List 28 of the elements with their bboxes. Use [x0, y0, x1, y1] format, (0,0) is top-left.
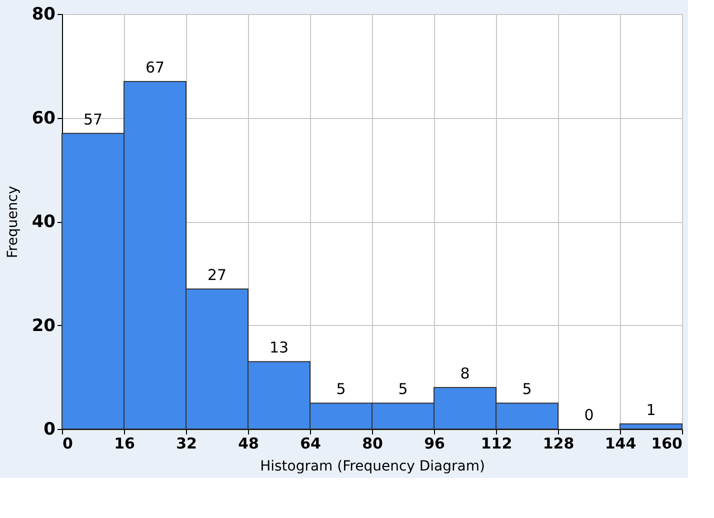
- data-label: 27: [207, 266, 227, 284]
- data-label: 1: [646, 400, 656, 419]
- y-tick-label: 0: [44, 420, 56, 440]
- x-axis-title: Histogram (Frequency Diagram): [260, 458, 485, 474]
- y-tick-label: 40: [32, 212, 56, 232]
- data-label: 5: [336, 380, 346, 398]
- data-label: 57: [83, 110, 103, 128]
- x-tick-label: 48: [238, 434, 259, 452]
- y-tick-label: 20: [32, 316, 56, 336]
- x-tick-label: 96: [424, 434, 445, 452]
- x-tick-label: 80: [362, 434, 383, 452]
- y-tick-label: 60: [32, 108, 56, 128]
- y-axis-title: Frequency: [4, 186, 21, 258]
- data-label: 8: [460, 364, 470, 382]
- data-label: 0: [584, 406, 594, 424]
- x-tick-label: 16: [114, 434, 135, 452]
- y-tick-label: 80: [32, 4, 56, 24]
- x-tick-label: 64: [300, 434, 321, 452]
- data-label: 5: [398, 380, 408, 398]
- x-tick-label: 32: [176, 434, 197, 452]
- data-label: 5: [522, 380, 532, 398]
- x-tick-label: 0: [62, 434, 73, 452]
- x-tick-label: 160: [651, 434, 682, 452]
- x-tick-label: 112: [480, 434, 512, 452]
- x-tick-label: 144: [604, 434, 636, 452]
- x-tick-label: 128: [542, 434, 574, 452]
- data-label: 13: [269, 338, 289, 357]
- data-label: 67: [145, 58, 165, 76]
